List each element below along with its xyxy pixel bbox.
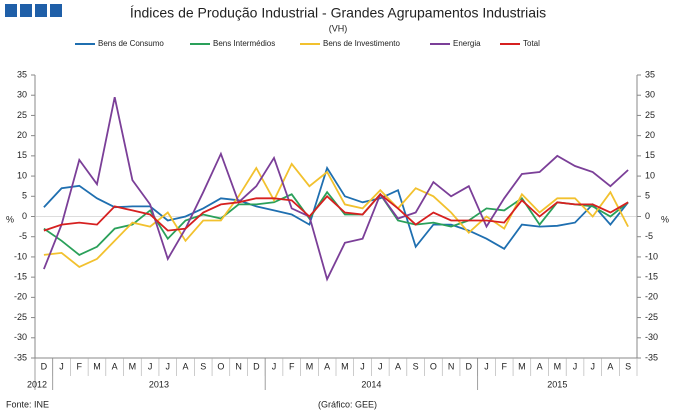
x-tick-label: S (200, 361, 206, 371)
x-tick-label: J (484, 361, 489, 371)
y2-tick-label: 20 (645, 130, 655, 140)
legend-label: Bens de Consumo (98, 39, 164, 48)
x-tick-label: M (518, 361, 526, 371)
x-tick-label: F (289, 361, 295, 371)
chart-title: Índices de Produção Industrial - Grandes… (130, 5, 546, 21)
y2-axis-label: % (661, 214, 669, 224)
y2-tick-label: -30 (645, 332, 658, 342)
x-tick-label: J (590, 361, 595, 371)
x-tick-label: M (93, 361, 101, 371)
legend-label: Energia (453, 39, 481, 48)
x-tick-label: S (625, 361, 631, 371)
x-tick-label: F (77, 361, 83, 371)
series-line (43, 165, 629, 250)
x-tick-label: O (430, 361, 437, 371)
y2-tick-label: 0 (645, 211, 650, 221)
y-tick-label: 10 (17, 170, 27, 180)
legend-label: Total (523, 39, 540, 48)
y-tick-label: 30 (17, 90, 27, 100)
x-tick-label: D (466, 361, 473, 371)
y2-tick-label: 15 (645, 150, 655, 160)
credit: (Gráfico: GEE) (318, 399, 377, 409)
year-label: 2015 (547, 379, 567, 389)
x-tick-label: N (235, 361, 242, 371)
x-tick-label: J (573, 361, 578, 371)
x-tick-label: A (537, 361, 543, 371)
x-tick-label: A (607, 361, 613, 371)
x-tick-label: A (324, 361, 330, 371)
x-tick-label: D (253, 361, 260, 371)
x-tick-label: A (182, 361, 188, 371)
y-tick-label: -25 (14, 312, 27, 322)
y2-tick-label: 35 (645, 69, 655, 79)
y2-tick-label: -15 (645, 272, 658, 282)
source: Fonte: INE (6, 399, 49, 409)
series-line (43, 162, 629, 269)
x-tick-label: J (166, 361, 171, 371)
x-tick-label: S (413, 361, 419, 371)
y-axis-label: % (6, 214, 14, 224)
legend-label: Bens Intermédios (213, 39, 275, 48)
y-tick-label: 35 (17, 69, 27, 79)
y-tick-label: 5 (22, 191, 27, 201)
x-tick-label: M (341, 361, 349, 371)
year-label: 2013 (149, 379, 169, 389)
x-tick-label: A (395, 361, 401, 371)
y2-tick-label: 25 (645, 110, 655, 120)
y-tick-label: 15 (17, 150, 27, 160)
y-tick-label: 25 (17, 110, 27, 120)
year-label: 2014 (361, 379, 381, 389)
x-tick-label: J (378, 361, 383, 371)
y-tick-label: -15 (14, 272, 27, 282)
series-line (43, 193, 629, 232)
series-line (43, 97, 629, 282)
y-tick-label: 0 (22, 211, 27, 221)
legend-label: Bens de Investimento (323, 39, 400, 48)
year-label: 2012 (27, 379, 47, 389)
x-tick-label: N (448, 361, 455, 371)
y2-tick-label: 10 (645, 170, 655, 180)
x-tick-label: D (41, 361, 48, 371)
y2-tick-label: -35 (645, 352, 658, 362)
subtitle: (VH) (329, 23, 348, 33)
x-tick-label: J (148, 361, 153, 371)
x-tick-label: M (306, 361, 314, 371)
y-tick-label: -35 (14, 352, 27, 362)
x-tick-label: M (129, 361, 137, 371)
y-tick-label: 20 (17, 130, 27, 140)
y2-tick-label: -20 (645, 292, 658, 302)
y-tick-label: -30 (14, 332, 27, 342)
x-tick-label: J (272, 361, 277, 371)
x-tick-label: O (217, 361, 224, 371)
x-tick-label: J (59, 361, 64, 371)
x-tick-label: F (501, 361, 507, 371)
y2-tick-label: -10 (645, 251, 658, 261)
logo (5, 4, 62, 17)
y2-tick-label: 5 (645, 191, 650, 201)
y-tick-label: -10 (14, 251, 27, 261)
x-tick-label: A (112, 361, 118, 371)
x-tick-label: M (554, 361, 562, 371)
y2-tick-label: -25 (645, 312, 658, 322)
x-tick-label: J (360, 361, 365, 371)
y2-tick-label: 30 (645, 90, 655, 100)
y2-tick-label: -5 (645, 231, 653, 241)
y-tick-label: -20 (14, 292, 27, 302)
y-tick-label: -5 (19, 231, 27, 241)
